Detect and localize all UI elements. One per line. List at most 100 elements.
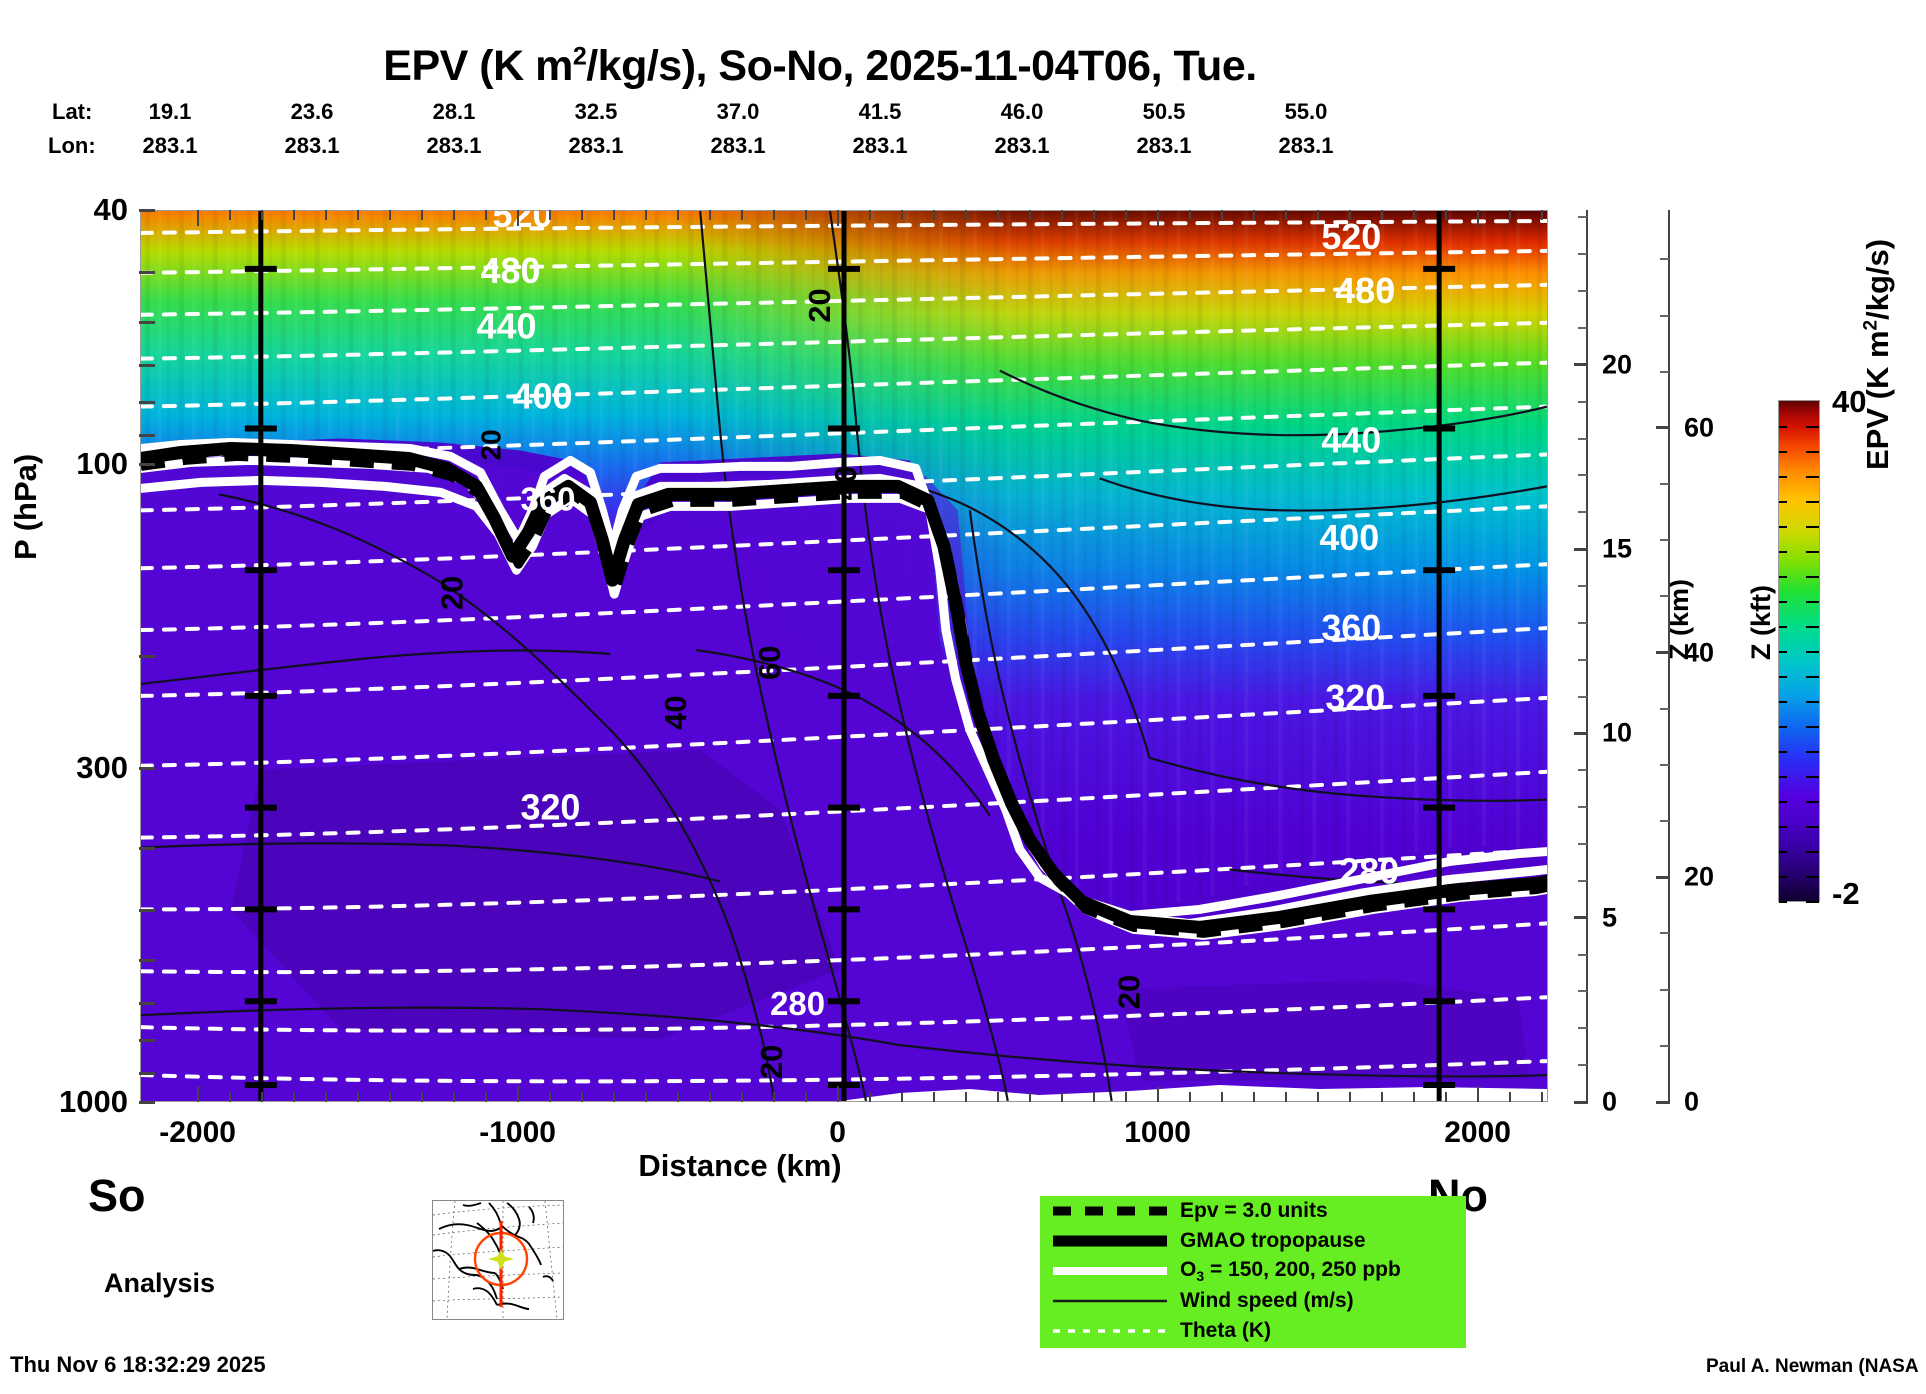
colorbar-tick [1806,876,1819,878]
location-inset-map [432,1200,564,1320]
lon-value-0: 283.1 [142,133,198,158]
theta-label-520-left: 520 [493,211,553,235]
theta-contours [141,218,1547,1084]
distance-minor-tick [740,1092,743,1102]
z-km-minor-tick [1578,990,1587,993]
wind-label-20-surface: 20 [754,1045,789,1079]
lon-value-8: 283.1 [1278,133,1334,158]
colorbar-tick [1806,801,1819,803]
distance-minor-tick-top [1220,210,1223,220]
distance-minor-tick-top [772,210,775,220]
thick-line-icon [1040,1233,1180,1249]
distance-minor-tick [612,1092,615,1102]
z-kft-axis-line [1668,210,1670,1102]
distance-minor-tick-top [516,210,519,226]
wind-speed-contours [141,211,1547,1101]
z-km-tick-mark [1574,916,1588,920]
distance-minor-tick-top [1508,210,1511,220]
author-credit: Paul A. Newman (NASA [1706,1356,1919,1377]
distance-minor-tick [900,1092,903,1102]
colorbar-tick-left [1779,801,1787,803]
distance-minor-tick-top [1348,210,1351,220]
theta-label-520-right: 520 [1321,216,1381,257]
pressure-tick-1000: 1000 [59,1084,128,1119]
distance-minor-tick [260,1092,263,1102]
colorbar-tick-left [1779,676,1787,678]
z-kft-minor-tick [1660,707,1669,710]
title-suffix: /kg/s), So-No, 2025-11-04T06, Tue. [586,42,1257,90]
colorbar-tick [1806,551,1819,553]
distance-minor-tick-top [1540,210,1543,220]
legend-item-wind: Wind speed (m/s) [1040,1286,1466,1316]
colorbar-tick [1806,626,1819,628]
distance-minor-tick-top [1316,210,1319,220]
colorbar-tick-left [1779,626,1787,628]
distance-tick-2000: 2000 [1444,1116,1511,1149]
colorbar-tick [1806,451,1819,453]
legend-label-ozone: O3 = 150, 200, 250 ppb [1180,1257,1401,1285]
legend-item-epv: Epv = 3.0 units [1040,1196,1466,1226]
pressure-minor-tick [139,364,155,368]
theta-label-360-right: 360 [1321,607,1381,648]
colorbar-tick-left [1779,601,1787,603]
legend-box: Epv = 3.0 units GMAO tropopause O3 = 150… [1040,1196,1466,1348]
colorbar-tick-left [1779,476,1787,478]
cross-section-plot[interactable]: 520 480 440 400 360 320 280 520 480 440 … [140,210,1548,1102]
z-kft-minor-tick [1660,258,1669,261]
distance-minor-tick-top [420,210,423,220]
colorbar-tick [1806,726,1819,728]
z-km-minor-tick [1578,216,1587,219]
colorbar-tick [1806,776,1819,778]
pressure-minor-tick [139,908,155,912]
colorbar-tick [1806,426,1819,428]
distance-minor-tick-top [1092,210,1095,220]
z-kft-minor-tick [1660,483,1669,486]
colorbar-tick-left [1779,451,1787,453]
colorbar-tick-left [1779,576,1787,578]
z-kft-tick-mark [1656,651,1670,655]
distance-minor-tick-top [708,210,711,220]
distance-minor-tick-top [964,210,967,220]
pressure-minor-tick [139,321,155,325]
pressure-minor-tick [139,1071,155,1075]
lat-value-5: 41.5 [858,99,902,124]
theta-label-480-right: 480 [1335,270,1395,311]
pressure-minor-tick [139,462,155,466]
south-endpoint-label: So [88,1170,146,1221]
wind-label-40-lower: 40 [658,695,693,729]
z-km-minor-tick [1578,253,1587,256]
colorbar-tick-left [1779,826,1787,828]
z-km-axis-line [1586,210,1588,1102]
lat-value-2: 28.1 [432,99,476,124]
distance-minor-tick [1412,1092,1415,1102]
pressure-minor-tick [139,1002,155,1006]
distance-minor-tick-top [932,210,935,220]
distance-minor-tick-top [356,210,359,220]
lat-value-6: 46.0 [1000,99,1044,124]
distance-minor-tick-top [996,210,999,220]
distance-minor-tick-top [644,210,647,220]
z-kft-minor-tick [1660,314,1669,317]
distance-minor-tick-top [1380,210,1383,220]
epv-colorbar[interactable] [1778,400,1820,903]
colorbar-tick [1806,901,1819,903]
z-km-minor-tick [1578,584,1587,587]
theta-label-440-right: 440 [1321,419,1381,460]
distance-minor-tick [452,1092,455,1102]
theta-label-320-right: 320 [1325,677,1385,718]
z-kft-minor-tick [1660,988,1669,991]
distance-minor-tick [1252,1092,1255,1102]
pressure-minor-tick [139,767,155,771]
star-marker [488,1249,514,1271]
z-km-minor-tick [1578,474,1587,477]
distance-minor-tick [1124,1092,1127,1102]
pressure-minor-tick [139,1039,155,1043]
vertical-reference-lines [244,211,1456,1101]
z-kft-minor-tick [1660,820,1669,823]
lat-value-8: 55.0 [1284,99,1328,124]
distance-minor-tick [676,1092,679,1102]
distance-minor-tick [1380,1092,1383,1102]
colorbar-tick-left [1779,501,1787,503]
distance-minor-tick [1476,1086,1479,1102]
colorbar-tick-left [1779,701,1787,703]
